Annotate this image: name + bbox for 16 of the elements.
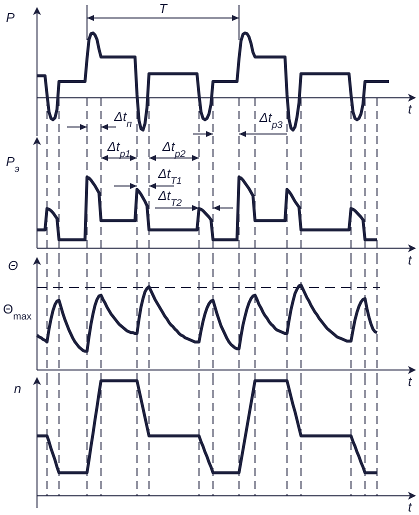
x-axis-title: t	[408, 500, 413, 515]
annotation: Δt$_{T1}$	[157, 166, 182, 186]
y-axis-title: Θ	[8, 258, 18, 273]
x-axis-title: t	[408, 374, 413, 389]
x-axis-title: t	[408, 102, 413, 117]
y-axis-title: P	[6, 10, 15, 25]
text: Δt$_{р1}$	[106, 139, 131, 160]
text: T	[159, 1, 168, 16]
y-axis-title: n	[14, 381, 22, 396]
annotation: Δt$_{р3}$	[258, 110, 284, 130]
annotation: Δt$_{п}$	[113, 109, 132, 130]
annotation: Δt$_{T2}$	[157, 188, 182, 208]
y-axis-title: P$_{э}$	[6, 154, 20, 174]
x-axis-title: t	[408, 252, 413, 268]
ref-line-label: Θ$_{max}$	[3, 302, 32, 322]
text: Δt$_{р2}$	[161, 139, 186, 160]
